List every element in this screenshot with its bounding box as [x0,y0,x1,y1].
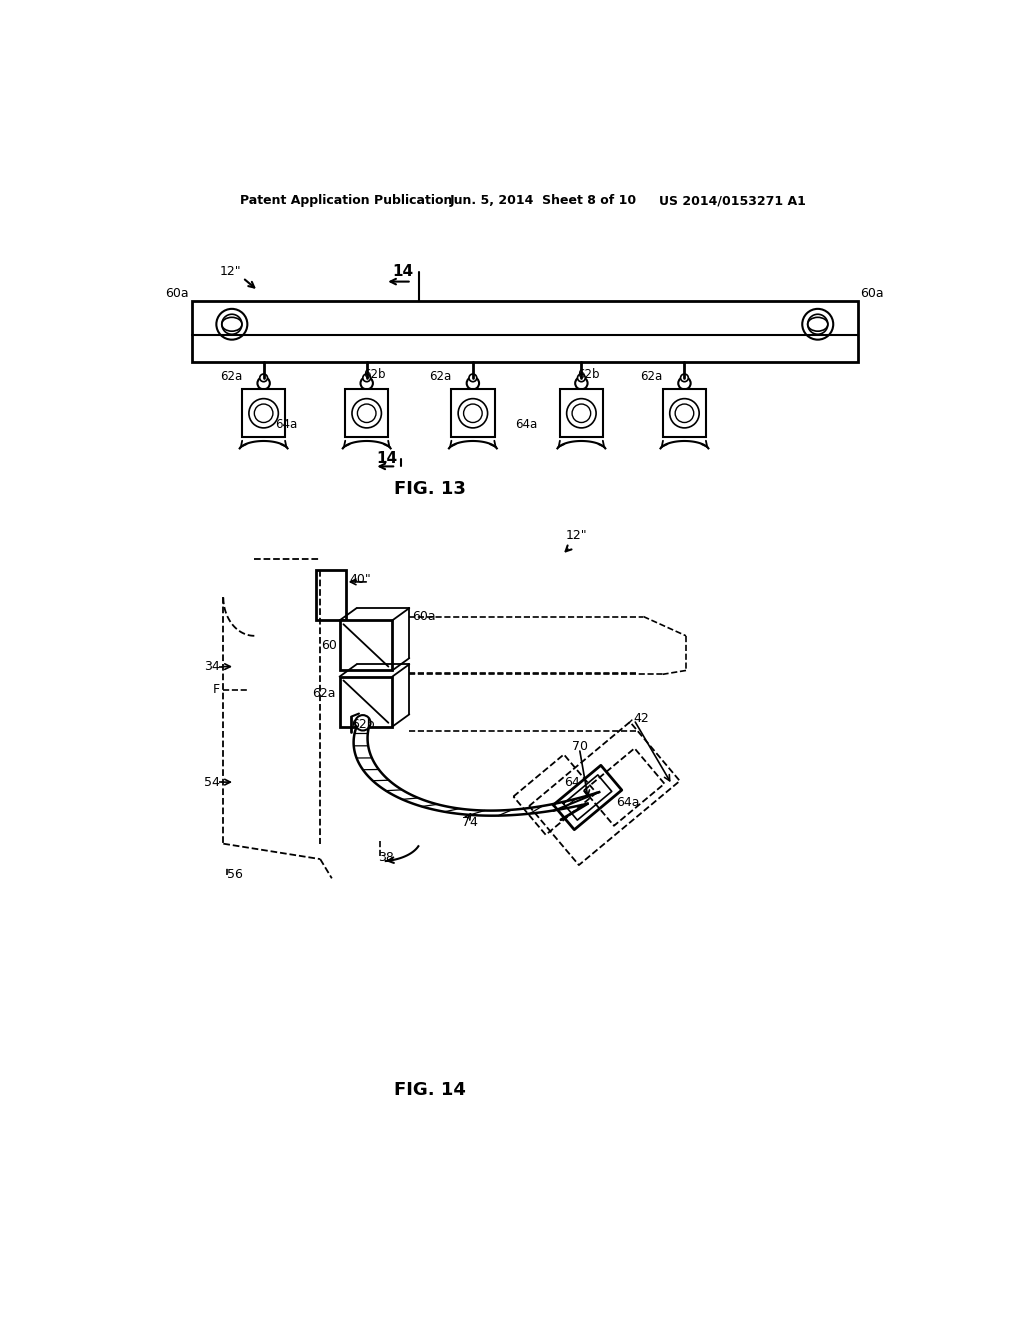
Circle shape [578,374,586,381]
Text: 62a: 62a [640,370,663,383]
Text: 62b: 62b [351,718,375,731]
Text: Jun. 5, 2014  Sheet 8 of 10: Jun. 5, 2014 Sheet 8 of 10 [450,194,637,207]
Text: 54: 54 [204,776,219,788]
Bar [191,301,858,363]
Circle shape [467,378,479,389]
Text: FIG. 13: FIG. 13 [394,480,466,499]
Text: 60a: 60a [166,286,189,300]
Text: 14: 14 [392,264,414,279]
Text: 12": 12" [566,529,588,543]
Circle shape [355,715,371,730]
Circle shape [362,374,371,381]
Bar [663,389,707,437]
Text: 56: 56 [227,869,243,880]
Circle shape [575,378,588,389]
Text: 62a: 62a [429,370,452,383]
Text: 62b: 62b [362,367,385,380]
Text: 34: 34 [204,660,219,673]
Text: 62a: 62a [220,370,242,383]
Bar [560,389,603,437]
Circle shape [678,378,690,389]
Text: Patent Application Publication: Patent Application Publication [241,194,453,207]
Circle shape [681,374,688,381]
Bar [316,570,346,620]
Text: 14: 14 [377,451,397,466]
Bar [242,389,286,437]
Text: 60: 60 [322,639,337,652]
Text: 62a: 62a [312,686,336,700]
Text: F: F [212,684,219,696]
Text: 62b: 62b [578,367,600,380]
Bar [452,389,495,437]
Text: 74: 74 [462,816,478,829]
Text: 64a: 64a [275,417,298,430]
Text: 12": 12" [219,265,241,279]
Circle shape [360,378,373,389]
Text: US 2014/0153271 A1: US 2014/0153271 A1 [658,194,806,207]
Text: 64a: 64a [616,796,640,809]
Text: 42: 42 [634,711,649,725]
Text: FIG. 14: FIG. 14 [394,1081,466,1100]
Text: 60a: 60a [860,286,884,300]
Bar [340,620,392,671]
Circle shape [216,309,248,339]
Circle shape [469,374,477,381]
Circle shape [802,309,834,339]
Circle shape [257,378,270,389]
Text: 40": 40" [349,573,372,586]
Circle shape [260,374,267,381]
Bar [340,677,392,726]
Text: 64: 64 [564,776,580,788]
Text: 70: 70 [571,741,588,754]
Bar [345,389,388,437]
Text: 64a: 64a [515,417,538,430]
Text: 60a: 60a [412,610,435,623]
Text: 38: 38 [378,851,394,865]
